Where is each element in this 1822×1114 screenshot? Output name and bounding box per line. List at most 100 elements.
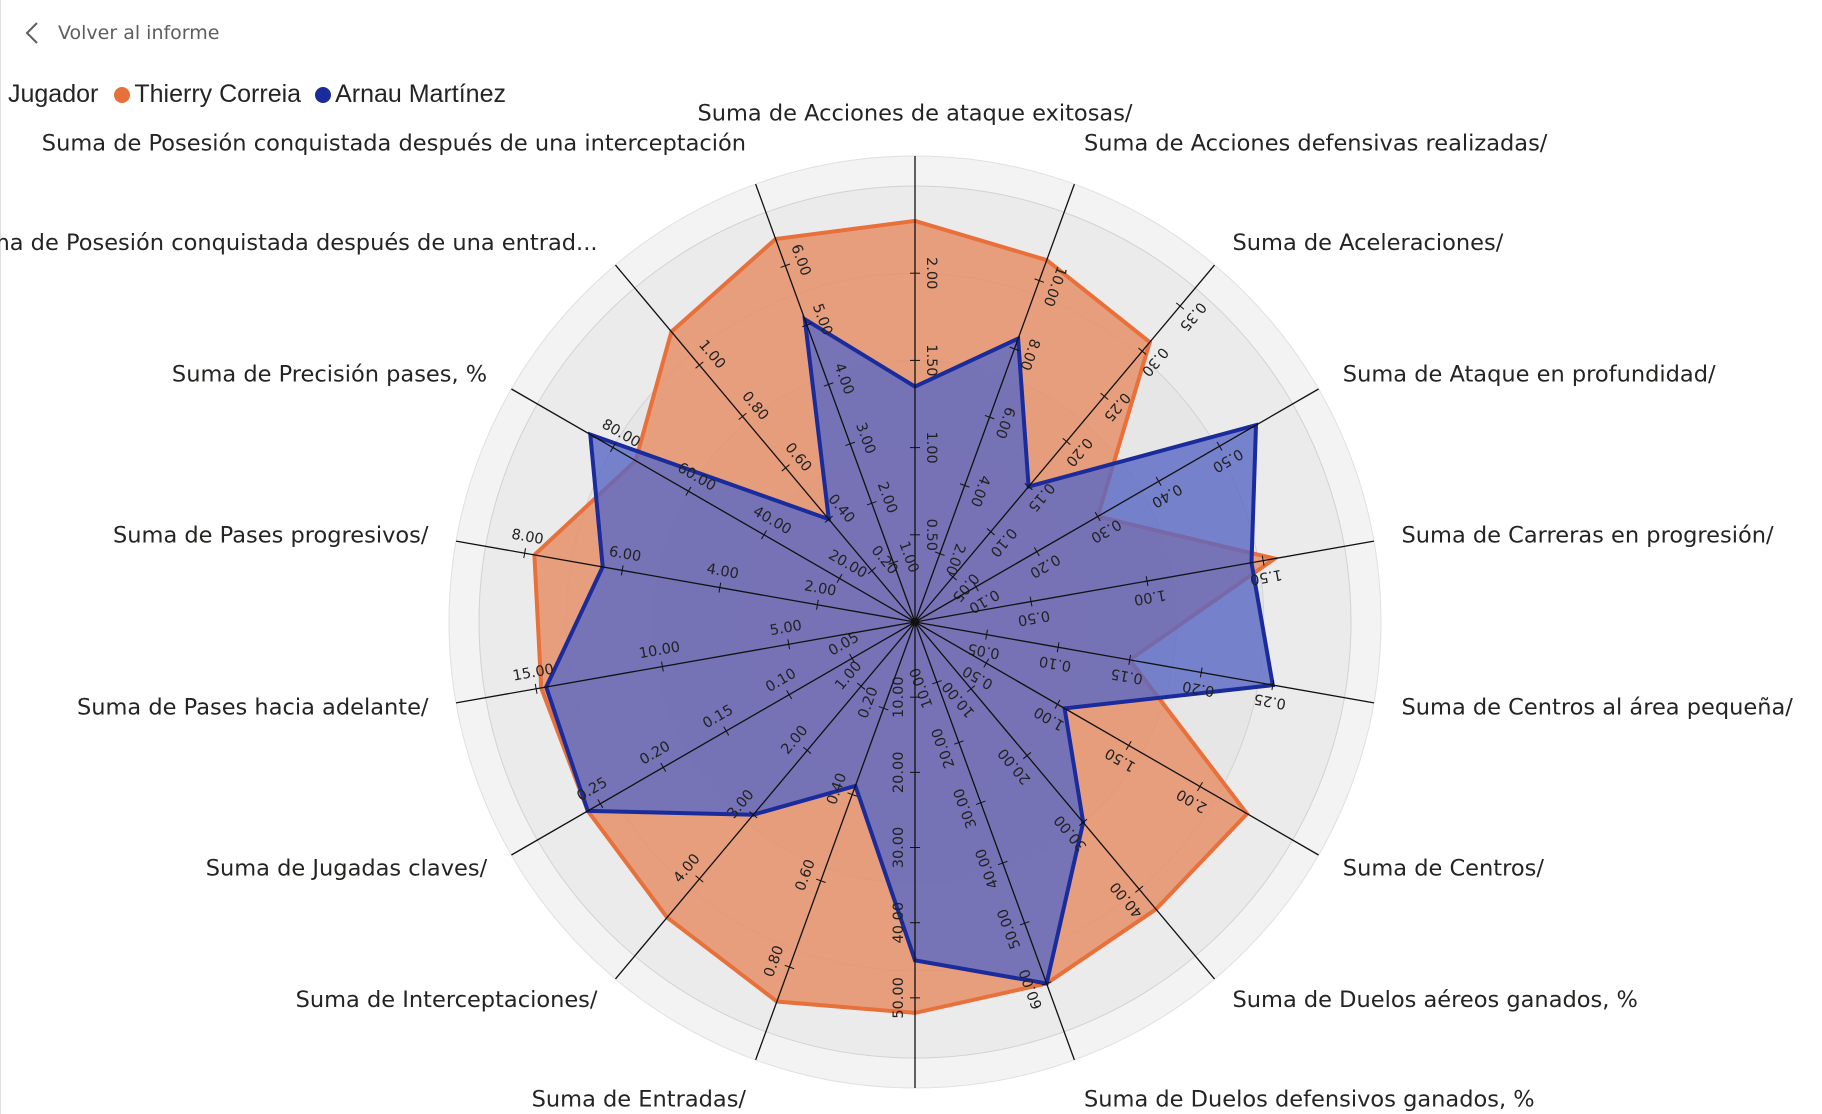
radar-axis-tick xyxy=(959,483,970,488)
radar-axis-tick xyxy=(1033,547,1040,557)
radar-tick-label: 2.00 xyxy=(923,257,939,289)
radar-axis-tick xyxy=(823,382,834,387)
radar-axis-tick xyxy=(1155,476,1162,486)
radar-axis-tick xyxy=(867,567,877,575)
radar-axis-tick xyxy=(1024,482,1033,491)
radar-axis-label: Suma de Acciones de ataque exitosas/ xyxy=(697,101,1132,127)
radar-axis-tick xyxy=(1138,347,1147,355)
radar-tick-label: 4.00 xyxy=(705,561,740,582)
chevron-left-icon xyxy=(20,21,44,45)
radar-axis-label: Suma de Duelos defensivos ganados, % xyxy=(1084,1087,1535,1113)
radar-axis-line xyxy=(914,621,1216,980)
radar-axis-tick xyxy=(985,629,988,640)
radar-axis-tick xyxy=(718,582,722,593)
radar-tick-label: 0.05 xyxy=(967,640,1002,661)
radar-axis-tick xyxy=(723,726,730,736)
radar-axis-label: Suma de Posesión conquistada después de … xyxy=(42,130,746,156)
radar-axis-label: Suma de Interceptaciones/ xyxy=(296,987,598,1013)
frame-border xyxy=(0,0,1,1114)
radar-tick-label: 20.00 xyxy=(891,752,907,794)
radar-axis-line xyxy=(914,621,1319,856)
legend-label: Arnau Martínez xyxy=(335,80,506,108)
radar-axis-tick xyxy=(1100,392,1109,400)
radar-axis-tick xyxy=(660,762,667,772)
radar-tick-label: 8.00 xyxy=(510,527,545,548)
legend-label: Thierry Correia xyxy=(134,80,302,108)
radar-tick-label: 10.00 xyxy=(891,676,907,718)
radar-axis-tick xyxy=(836,573,843,583)
radar-tick-label: 0.15 xyxy=(1110,665,1145,686)
radar-axis-tick xyxy=(815,878,826,883)
radar-tick-label: 1.00 xyxy=(1133,586,1168,607)
radar-tick-label: 2.00 xyxy=(803,578,838,599)
radar-tick-label: 1.00 xyxy=(923,431,939,463)
radar-axis-tick xyxy=(1034,278,1045,283)
radar-axis-label: Suma de Centros/ xyxy=(1343,856,1545,882)
radar-axis-tick xyxy=(1261,555,1265,566)
radar-axis-tick xyxy=(749,811,758,819)
radar-axis-tick xyxy=(888,560,899,565)
radar-axis-tick xyxy=(1175,302,1185,310)
back-to-report-button[interactable]: Volver al informe xyxy=(20,16,219,50)
radar-axis-tick xyxy=(1062,437,1071,446)
radar-axis-line xyxy=(511,388,916,623)
legend-item-series-2[interactable]: Arnau Martínez xyxy=(315,80,506,109)
radar-axis-tick xyxy=(781,464,790,472)
radar-axis-tick xyxy=(523,548,527,559)
radar-axis-line xyxy=(614,621,916,980)
radar-axis-label: Suma de Entradas/ xyxy=(532,1087,747,1113)
radar-axis-tick xyxy=(845,441,856,447)
radar-axis-tick xyxy=(695,361,704,369)
radar-axis-tick xyxy=(1135,885,1144,893)
radar-axis-tick xyxy=(784,964,795,970)
legend-dot xyxy=(114,86,131,103)
radar-axis-label: Suma de Duelos aéreos ganados, % xyxy=(1233,987,1638,1013)
radar-axis-tick xyxy=(803,746,812,755)
radar-axis-tick xyxy=(597,799,604,809)
radar-axis-tick xyxy=(1022,752,1032,760)
radar-tick-label: 1.50 xyxy=(1249,566,1284,587)
radar-tick-label: 5.00 xyxy=(769,618,804,639)
legend-title: Jugador xyxy=(8,80,99,108)
radar-axis-label: Suma de Centros al área pequeña/ xyxy=(1402,694,1794,720)
legend-item-series-1[interactable]: Thierry Correia xyxy=(114,80,301,109)
radar-axis-tick xyxy=(695,875,704,883)
radar-axis-tick xyxy=(1145,576,1149,587)
radar-axis-tick xyxy=(761,530,767,540)
radar-axis-line xyxy=(914,621,1375,704)
radar-tick-label: 0.50 xyxy=(923,519,939,551)
radar-axis-label: Suma de Ataque en profundidad/ xyxy=(1343,362,1716,388)
radar-tick-label: 0.20 xyxy=(1181,677,1216,698)
radar-axis-line xyxy=(455,540,916,623)
radar-axis-tick xyxy=(1054,699,1061,709)
radar-axis-tick xyxy=(1094,511,1101,522)
radar-tick-label: 6.00 xyxy=(608,544,643,565)
chart-legend: Jugador Thierry Correia Arnau Martínez xyxy=(8,80,520,109)
radar-axis-line xyxy=(914,621,1075,1061)
radar-axis-tick xyxy=(1216,441,1223,451)
radar-axis-tick xyxy=(975,800,986,805)
radar-axis-tick xyxy=(953,740,964,745)
radar-axis-tick xyxy=(1009,346,1020,352)
radar-axis-tick xyxy=(1271,680,1275,691)
radar-axis-tick xyxy=(966,685,976,693)
radar-axis-tick xyxy=(685,486,692,496)
radar-center-point xyxy=(911,618,919,626)
radar-axis-tick xyxy=(620,565,624,576)
radar-axis-label: Suma de Carreras en progresión/ xyxy=(1402,523,1774,549)
radar-axis-tick xyxy=(534,683,538,694)
radar-tick-label: 0.25 xyxy=(1253,690,1288,711)
radar-axis-line xyxy=(914,540,1375,623)
radar-axis-tick xyxy=(983,658,990,668)
radar-axis-tick xyxy=(866,501,877,506)
radar-axis-tick xyxy=(1056,642,1060,653)
radar-axis-tick xyxy=(824,515,833,523)
radar-axis-tick xyxy=(661,661,664,672)
radar-axis-line xyxy=(755,183,916,623)
radar-axis-tick xyxy=(1019,921,1030,926)
radar-tick-label: 1.50 xyxy=(923,344,939,376)
radar-axis-tick xyxy=(802,322,812,328)
radar-axis-tick xyxy=(948,573,958,581)
radar-tick-label: 0.50 xyxy=(1016,607,1051,628)
radar-axis-tick xyxy=(1128,654,1132,665)
